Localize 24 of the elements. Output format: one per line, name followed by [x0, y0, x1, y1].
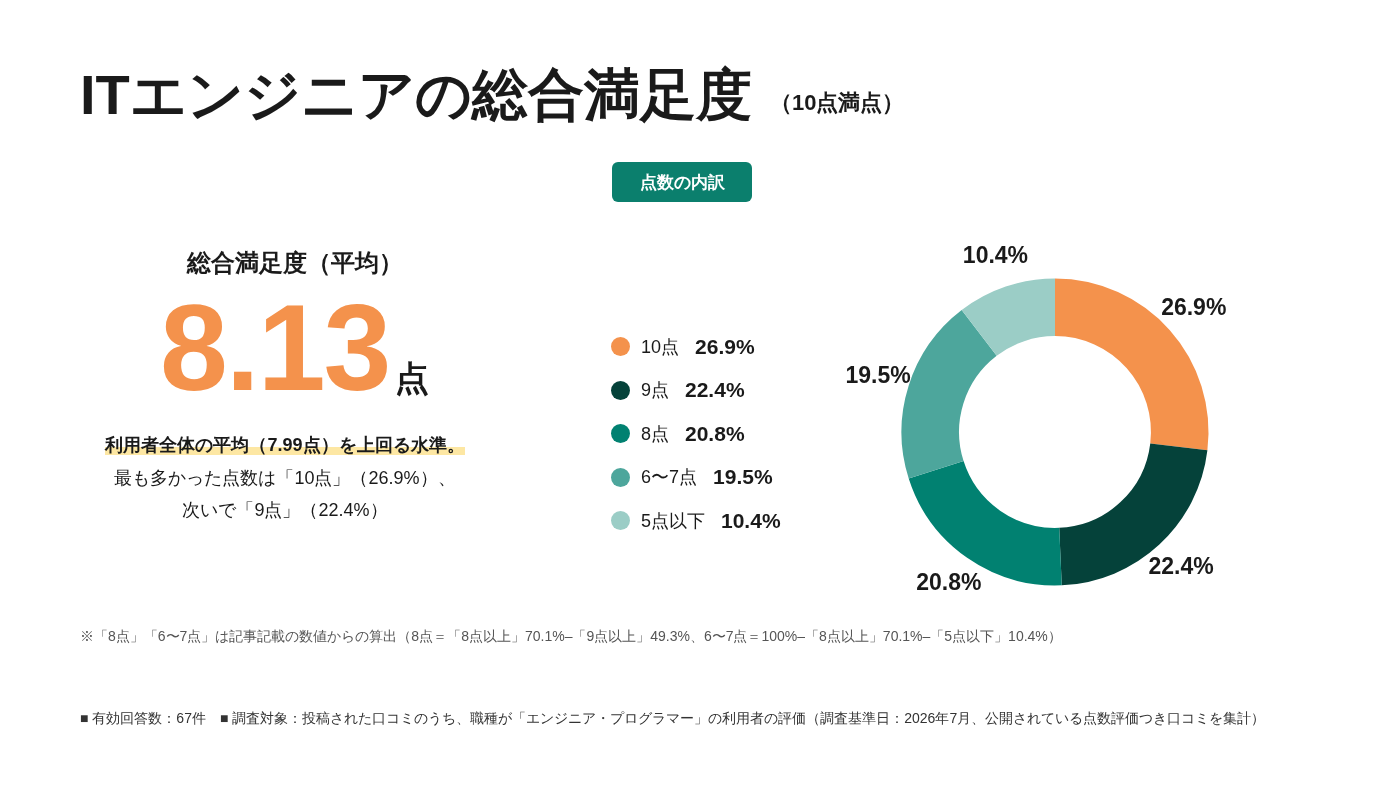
- text: 最も多かった点数は「10点」（26.9%）、: [113, 467, 457, 490]
- text: 26.9%: [695, 334, 755, 358]
- data-label: 10.4%: [962, 241, 1029, 268]
- chart-title: ITエンジニアの総合満足度: [80, 63, 752, 126]
- legend-label: 10点: [641, 335, 680, 359]
- text: ※「8点」「6〜7点」は記事記載の数値からの算出（8点＝「8点以上」70.1%–「9点以上」49.3%、6〜7点＝100%–「8点以上」70.1%–「5点以下」10.4%）: [80, 627, 1063, 646]
- data-label: 19.5%: [713, 465, 773, 490]
- text: 利用者全体の平均（7.99点）を上回る水準。: [105, 435, 465, 455]
- data-label: 22.4%: [1148, 553, 1214, 580]
- legend-label: 8点: [641, 422, 670, 446]
- text: 10.4%: [721, 508, 781, 532]
- text: 20.8%: [685, 421, 745, 445]
- text: 総合満足度（平均）: [185, 248, 404, 278]
- legend-label: 6〜7点: [641, 466, 698, 490]
- text: ■ 有効回答数：67件 ■ 調査対象：投稿された口コミのうち、職種が「エンジニア・プログラマー」の利用者の評価（調査基準日：2026年7月、公開されている点数評価つき口コミを集計）: [80, 709, 1267, 728]
- chart-subtitle: （10点満点）: [770, 89, 905, 117]
- data-label: 26.9%: [1161, 294, 1227, 321]
- legend-label: 5点以下: [641, 509, 706, 533]
- text: 点数の内訳: [612, 162, 752, 202]
- text: 19.5%: [845, 361, 911, 388]
- text: 22.4%: [685, 378, 745, 402]
- legend-label: 9点: [641, 379, 670, 403]
- data-label: 20.8%: [916, 569, 982, 596]
- text: 次いで「9点」（22.4%）: [181, 499, 389, 522]
